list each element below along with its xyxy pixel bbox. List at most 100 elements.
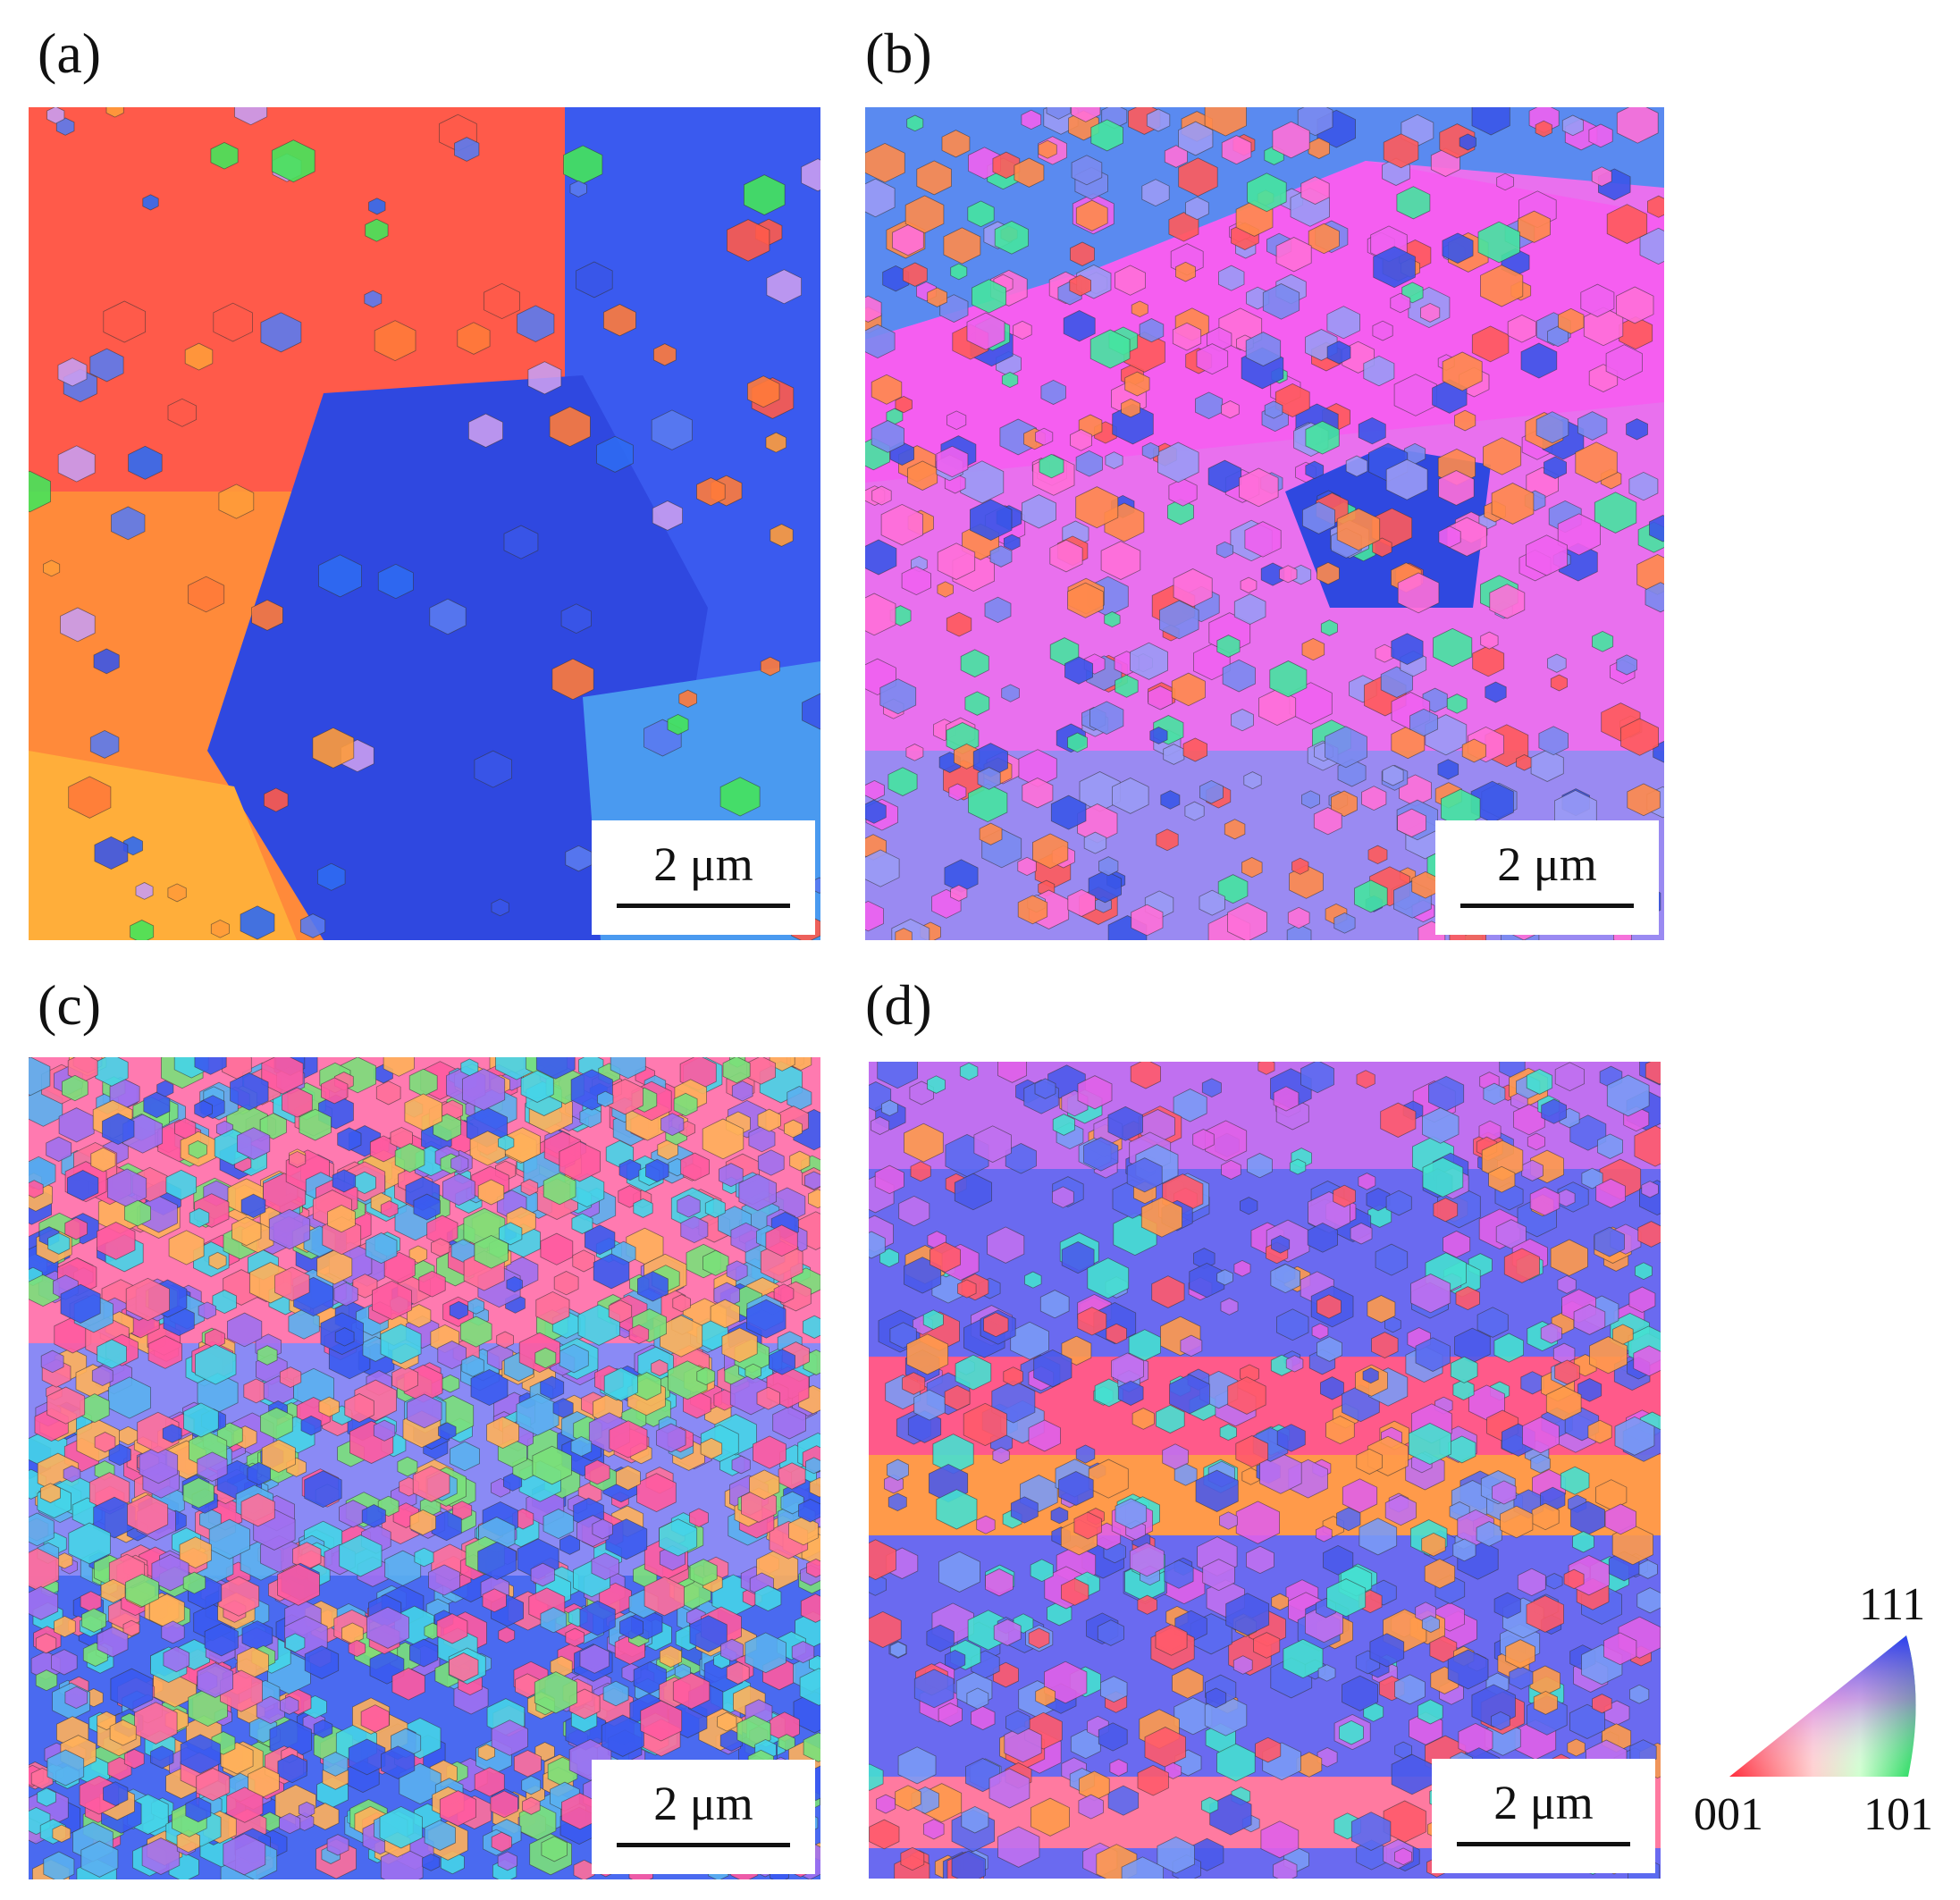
grain	[380, 1200, 399, 1218]
grain	[218, 483, 255, 519]
grain	[1241, 857, 1263, 879]
grain	[179, 1536, 212, 1569]
grain	[1222, 659, 1256, 693]
grain	[1305, 460, 1325, 480]
grain	[916, 160, 952, 196]
grain	[1216, 1743, 1256, 1782]
grain	[379, 1805, 423, 1849]
grain	[29, 1512, 55, 1547]
grain	[1109, 1758, 1128, 1777]
grain	[1496, 172, 1514, 191]
grain	[791, 1641, 815, 1664]
grain	[1594, 1226, 1625, 1257]
grain	[560, 603, 592, 635]
grain	[788, 1516, 819, 1546]
grain	[176, 1829, 201, 1854]
grain	[905, 744, 924, 761]
grain	[608, 1299, 633, 1324]
grain	[39, 1483, 61, 1503]
grain	[1301, 637, 1325, 661]
grain	[344, 1393, 374, 1423]
grain	[1297, 107, 1333, 137]
grain	[770, 524, 794, 547]
grain	[1146, 108, 1171, 132]
grain	[1217, 874, 1249, 904]
grain	[527, 361, 562, 395]
grain	[189, 1207, 210, 1228]
grain	[569, 180, 587, 198]
grain	[1017, 895, 1048, 925]
grain	[128, 445, 163, 480]
grain	[1333, 1184, 1356, 1208]
grain	[1089, 701, 1124, 736]
grain	[454, 137, 480, 162]
grain	[744, 1363, 761, 1380]
grain	[738, 1173, 777, 1212]
grain	[111, 506, 146, 541]
grain	[552, 1398, 574, 1418]
grain	[1336, 508, 1381, 551]
grain	[1628, 471, 1659, 501]
grain	[948, 783, 967, 802]
grain	[1394, 1674, 1426, 1705]
grain	[194, 1343, 237, 1385]
grain	[696, 477, 726, 507]
grain	[1003, 1366, 1023, 1387]
grain	[161, 1620, 185, 1644]
grain	[522, 1796, 541, 1815]
grain	[1422, 1156, 1464, 1198]
grain	[871, 485, 892, 506]
grain	[1221, 135, 1252, 165]
grain	[540, 1375, 565, 1400]
grain	[1545, 1573, 1563, 1590]
grain	[865, 324, 896, 359]
grain	[1034, 1078, 1056, 1099]
grain-map-b	[865, 107, 1664, 940]
grain	[673, 1092, 698, 1117]
grain	[672, 1294, 691, 1313]
grain	[731, 1080, 753, 1102]
grain	[67, 1170, 99, 1201]
grain	[259, 1113, 287, 1139]
grain	[877, 1062, 918, 1089]
grain	[1244, 521, 1282, 558]
grain	[651, 409, 693, 450]
grain	[973, 1125, 1012, 1163]
grain	[498, 1627, 516, 1644]
grain	[579, 1600, 616, 1636]
grain	[989, 545, 1013, 567]
grain	[983, 1312, 1009, 1338]
grain	[1429, 1635, 1458, 1663]
grain	[1003, 534, 1021, 551]
grain	[408, 1638, 439, 1668]
grain	[1028, 1627, 1050, 1649]
grain	[1591, 166, 1612, 187]
grain	[1369, 1633, 1405, 1668]
grain	[60, 607, 96, 643]
grain	[1286, 923, 1312, 940]
grain	[1175, 261, 1196, 282]
grain	[1195, 391, 1224, 420]
grain	[1075, 486, 1119, 529]
grain	[1192, 1129, 1215, 1151]
grain	[429, 598, 467, 635]
grain	[54, 1615, 76, 1638]
grain	[135, 882, 154, 900]
grain	[576, 261, 613, 298]
grain	[1488, 1165, 1516, 1193]
grain	[1221, 1159, 1241, 1180]
grain	[656, 1423, 686, 1453]
grain	[366, 1606, 409, 1649]
grain	[461, 1068, 506, 1111]
grain	[1131, 1408, 1155, 1430]
grain	[428, 1564, 460, 1596]
grain	[789, 1057, 812, 1071]
grain	[1115, 1498, 1148, 1530]
grain	[477, 1542, 517, 1581]
grain	[1098, 1722, 1128, 1752]
grain	[279, 1812, 301, 1835]
grain	[124, 1199, 152, 1227]
grain	[1137, 1764, 1169, 1796]
grain	[1637, 1221, 1661, 1248]
grain	[365, 1232, 398, 1265]
